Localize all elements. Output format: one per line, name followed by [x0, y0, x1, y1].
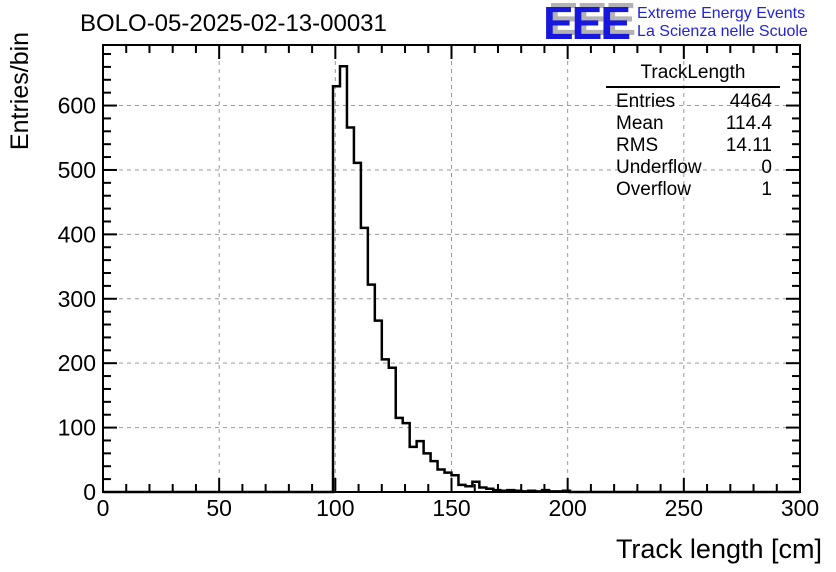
svg-text:0: 0 [97, 495, 110, 521]
eee-logo-text: Extreme Energy Events La Scienza nelle S… [637, 5, 808, 41]
svg-text:150: 150 [432, 495, 470, 521]
stats-box-rows: Entries 4464 Mean 114.4 RMS 14.11 Underf… [606, 88, 780, 201]
stats-row-rms: RMS 14.11 [616, 135, 772, 157]
svg-text:50: 50 [206, 495, 232, 521]
axis-ticks [102, 45, 801, 493]
plot-title: BOLO-05-2025-02-13-00031 [80, 10, 387, 37]
stats-row-entries: Entries 4464 [616, 91, 772, 113]
y-tick-labels: 0 100 200 300 400 500 600 [58, 93, 96, 505]
eee-logo-line2: La Scienza nelle Scuole [637, 23, 808, 40]
svg-text:300: 300 [58, 286, 96, 312]
stats-value: 114.4 [725, 113, 772, 134]
stats-value: 4464 [729, 91, 772, 112]
stats-value: 14.11 [725, 135, 772, 156]
svg-text:100: 100 [58, 415, 96, 441]
stats-label: Underflow [616, 157, 702, 178]
stats-box: TrackLength Entries 4464 Mean 114.4 RMS … [606, 62, 780, 201]
x-axis-title: Track length [cm] [615, 534, 822, 564]
stats-label: Entries [616, 91, 676, 112]
svg-text:250: 250 [665, 495, 703, 521]
stats-value: 0 [761, 157, 772, 178]
eee-logo-line1: Extreme Energy Events [637, 5, 806, 22]
svg-text:200: 200 [58, 350, 96, 376]
grid-lines [103, 45, 800, 492]
svg-text:300: 300 [781, 495, 819, 521]
histogram-line [103, 65, 800, 494]
eee-logo: EEE Extreme Energy Events La Scienza nel… [543, 0, 808, 49]
svg-text:500: 500 [58, 157, 96, 183]
stats-row-overflow: Overflow 1 [616, 179, 772, 201]
stats-box-title: TrackLength [606, 62, 780, 88]
svg-text:0: 0 [83, 479, 96, 505]
svg-text:100: 100 [316, 495, 354, 521]
svg-text:600: 600 [58, 93, 96, 119]
stats-label: Overflow [616, 179, 691, 200]
stats-value: 1 [761, 179, 772, 200]
x-tick-labels: 0 50 100 150 200 250 300 [97, 495, 820, 521]
y-axis-title: Entries/bin [6, 31, 34, 151]
stats-row-mean: Mean 114.4 [616, 113, 772, 135]
svg-text:400: 400 [58, 221, 96, 247]
stats-label: Mean [616, 113, 664, 134]
eee-logo-acronym: EEE [543, 0, 631, 49]
stats-label: RMS [616, 135, 659, 156]
svg-text:200: 200 [548, 495, 586, 521]
stats-row-underflow: Underflow 0 [616, 157, 772, 179]
